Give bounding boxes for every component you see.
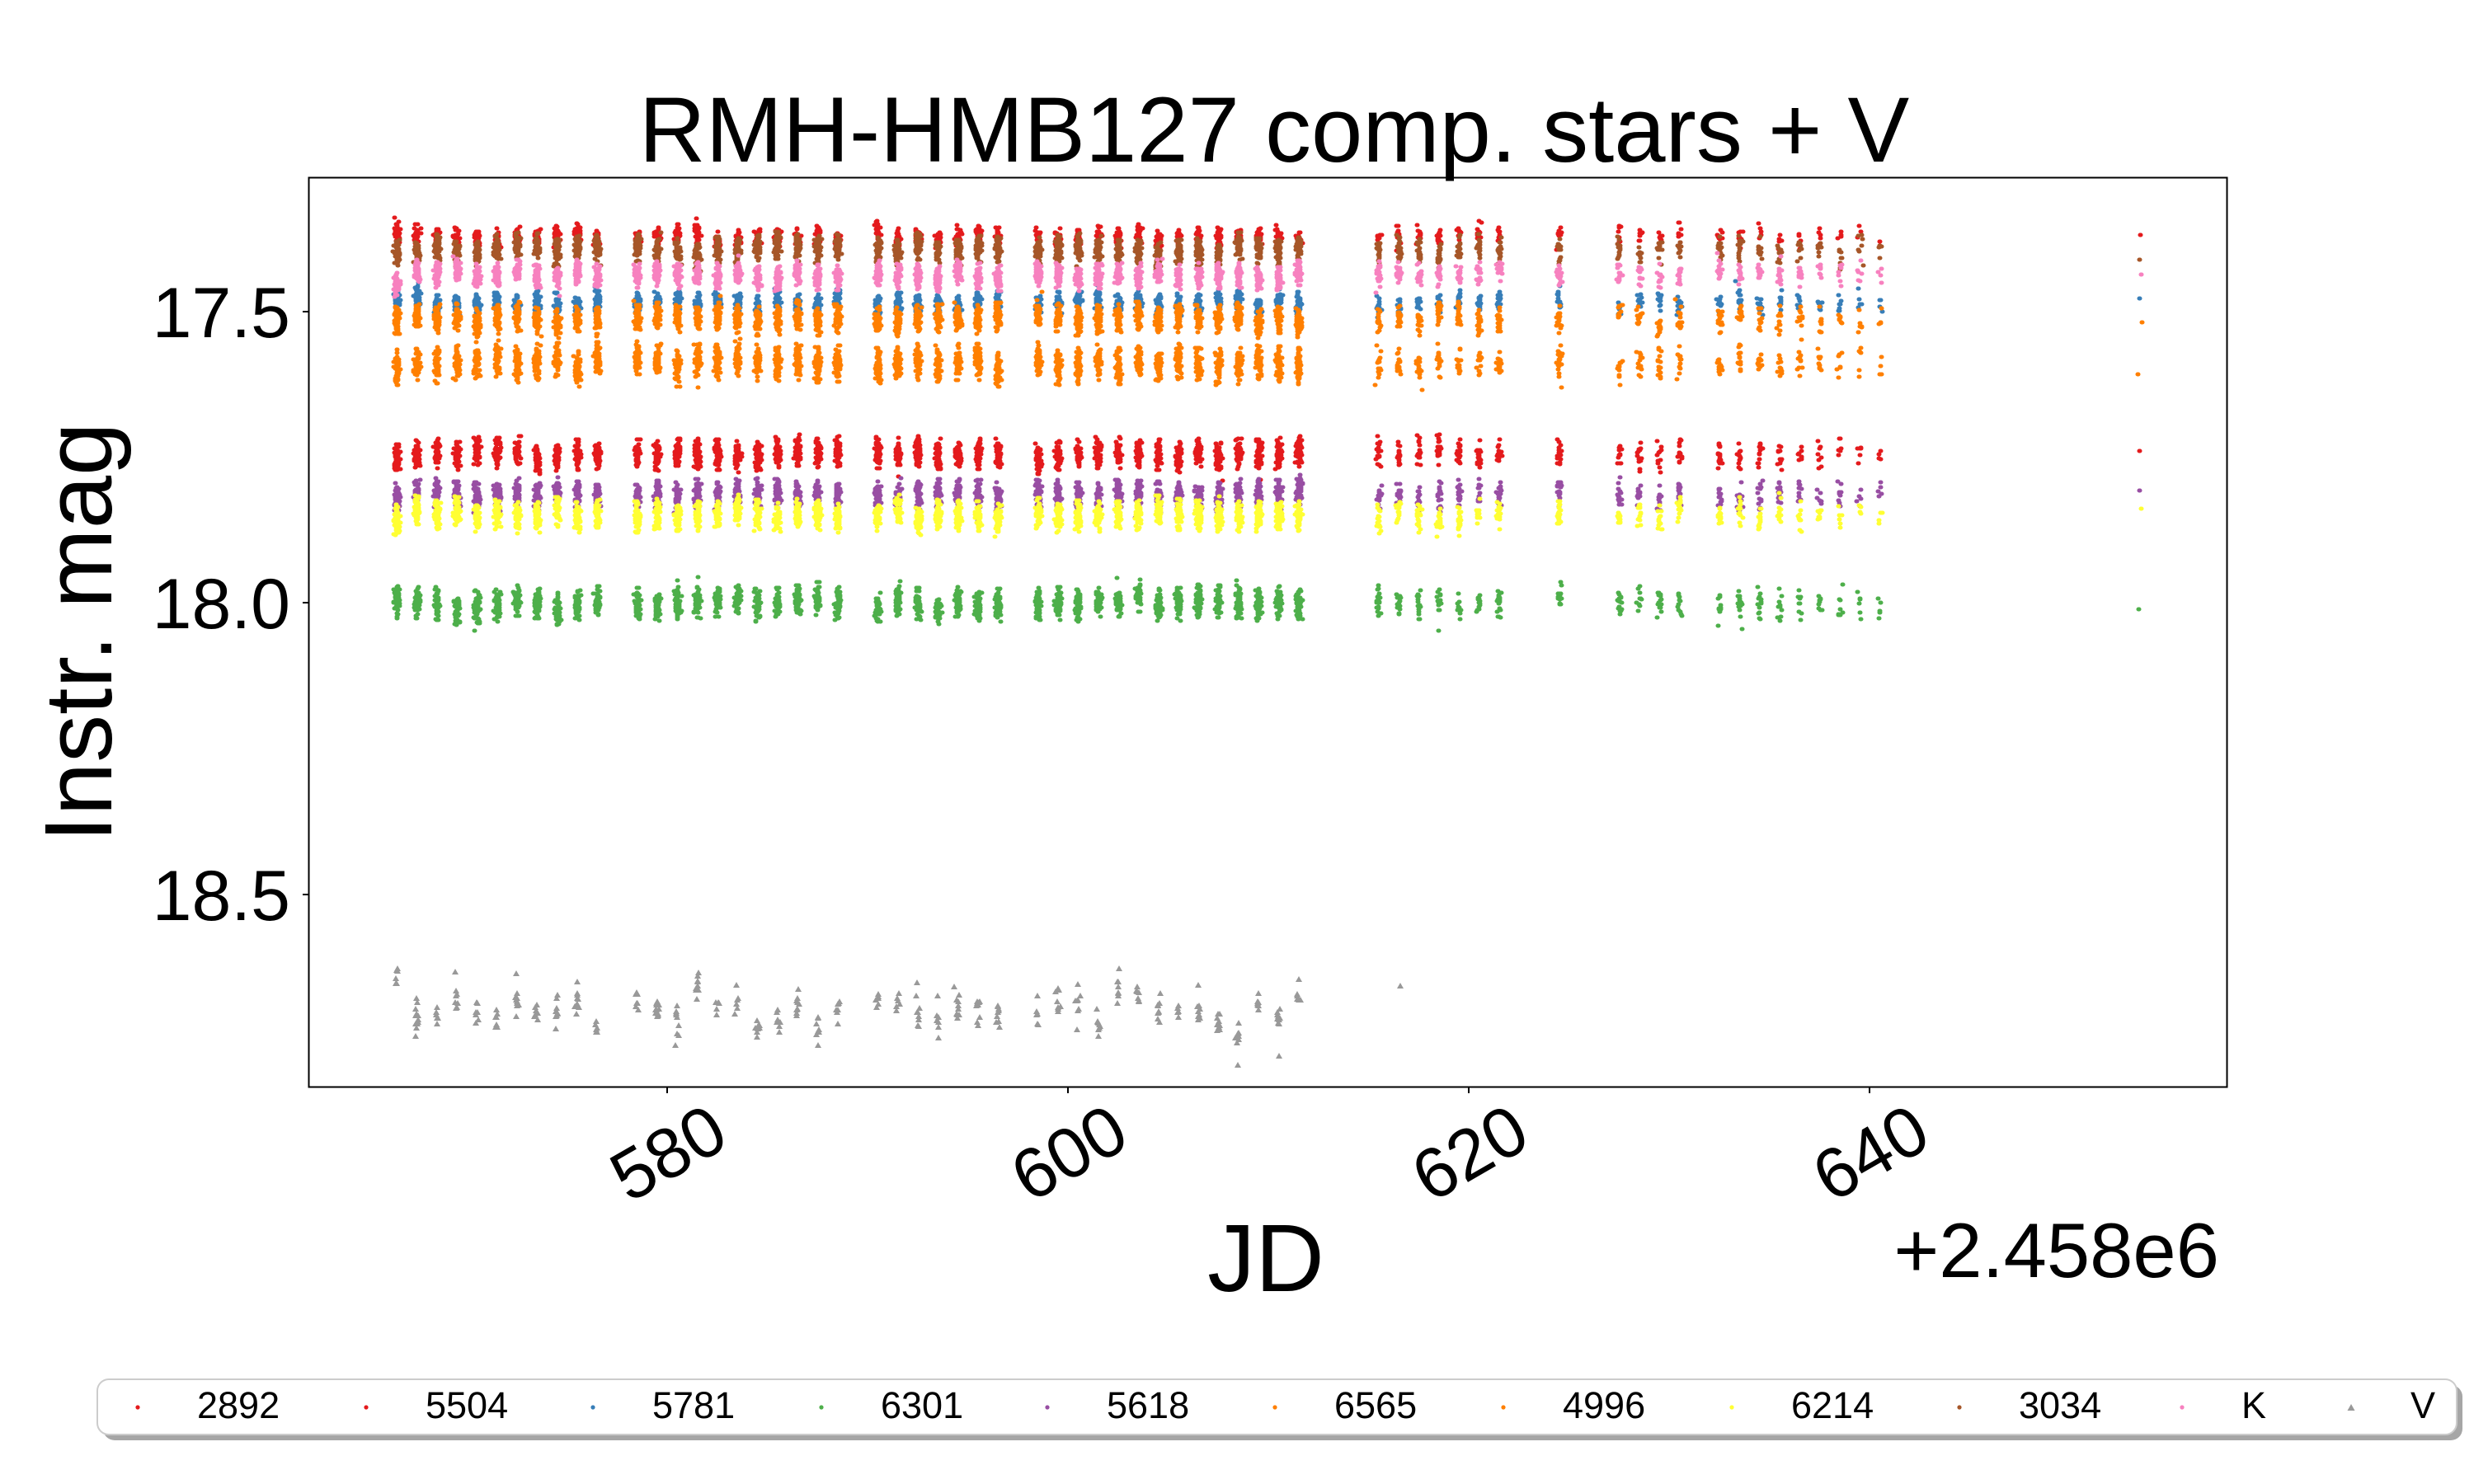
svg-text:18.5: 18.5: [153, 857, 290, 936]
svg-text:JD: JD: [1207, 1205, 1324, 1312]
svg-text:V: V: [2411, 1384, 2435, 1426]
svg-text:5781: 5781: [652, 1384, 735, 1426]
svg-text:6214: 6214: [1791, 1384, 1874, 1426]
svg-text:2892: 2892: [197, 1384, 280, 1426]
svg-text:5618: 5618: [1107, 1384, 1189, 1426]
svg-text:RMH-HMB127 comp. stars + V: RMH-HMB127 comp. stars + V: [639, 78, 1910, 181]
svg-text:K: K: [2241, 1384, 2266, 1426]
svg-text:18.0: 18.0: [153, 565, 290, 644]
svg-text:6301: 6301: [881, 1384, 963, 1426]
svg-text:+2.458e6: +2.458e6: [1893, 1207, 2219, 1294]
svg-text:5504: 5504: [426, 1384, 508, 1426]
svg-text:17.5: 17.5: [153, 274, 290, 353]
svg-text:3034: 3034: [2019, 1384, 2101, 1426]
svg-text:4996: 4996: [1563, 1384, 1645, 1426]
svg-text:6565: 6565: [1334, 1384, 1417, 1426]
svg-text:Instr. mag: Instr. mag: [25, 422, 132, 842]
